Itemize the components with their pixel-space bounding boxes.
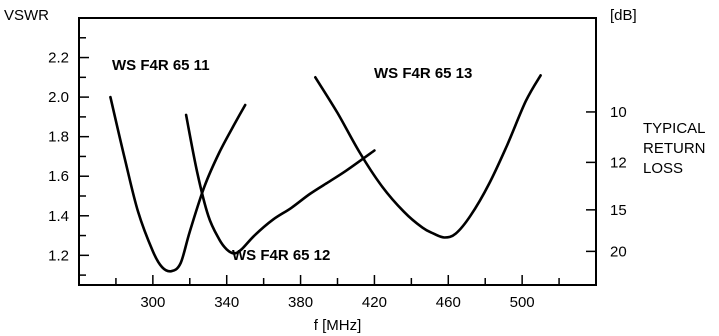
y2-tick-label: 20 [610,243,627,260]
y-tick-label: 2.2 [48,50,69,67]
series-curve-11 [109,95,247,273]
y2-tick-label: 12 [610,154,627,171]
y-tick-label: 1.8 [48,129,69,146]
right-caption-line: TYPICAL [643,120,706,137]
x-tick-label: 340 [214,294,239,311]
y-tick-label: 1.2 [48,247,69,264]
x-tick-label: 460 [436,294,461,311]
x-tick-label: 500 [510,294,535,311]
series-label-11: WS F4R 65 11 [112,57,210,74]
x-axis-title: f [MHz] [314,317,362,334]
y2-tick-label: 10 [610,104,627,121]
y2-tick-label: 15 [610,202,627,219]
series-curve-12 [184,113,376,255]
right-caption-line: RETURN [643,140,706,157]
series-label-13: WS F4R 65 13 [374,65,472,82]
x-tick-label: 300 [140,294,165,311]
y2-axis-title: [dB] [610,7,637,24]
y-tick-label: 1.6 [48,168,69,185]
right-caption-line: LOSS [643,160,683,177]
y-tick-label: 2.0 [48,89,69,106]
x-tick-label: 420 [362,294,387,311]
y-axis-title: VSWR [4,7,49,24]
series-curve-13 [314,74,542,239]
series-label-12: WS F4R 65 12 [232,247,330,264]
x-tick-label: 380 [288,294,313,311]
y-tick-label: 1.4 [48,208,69,225]
